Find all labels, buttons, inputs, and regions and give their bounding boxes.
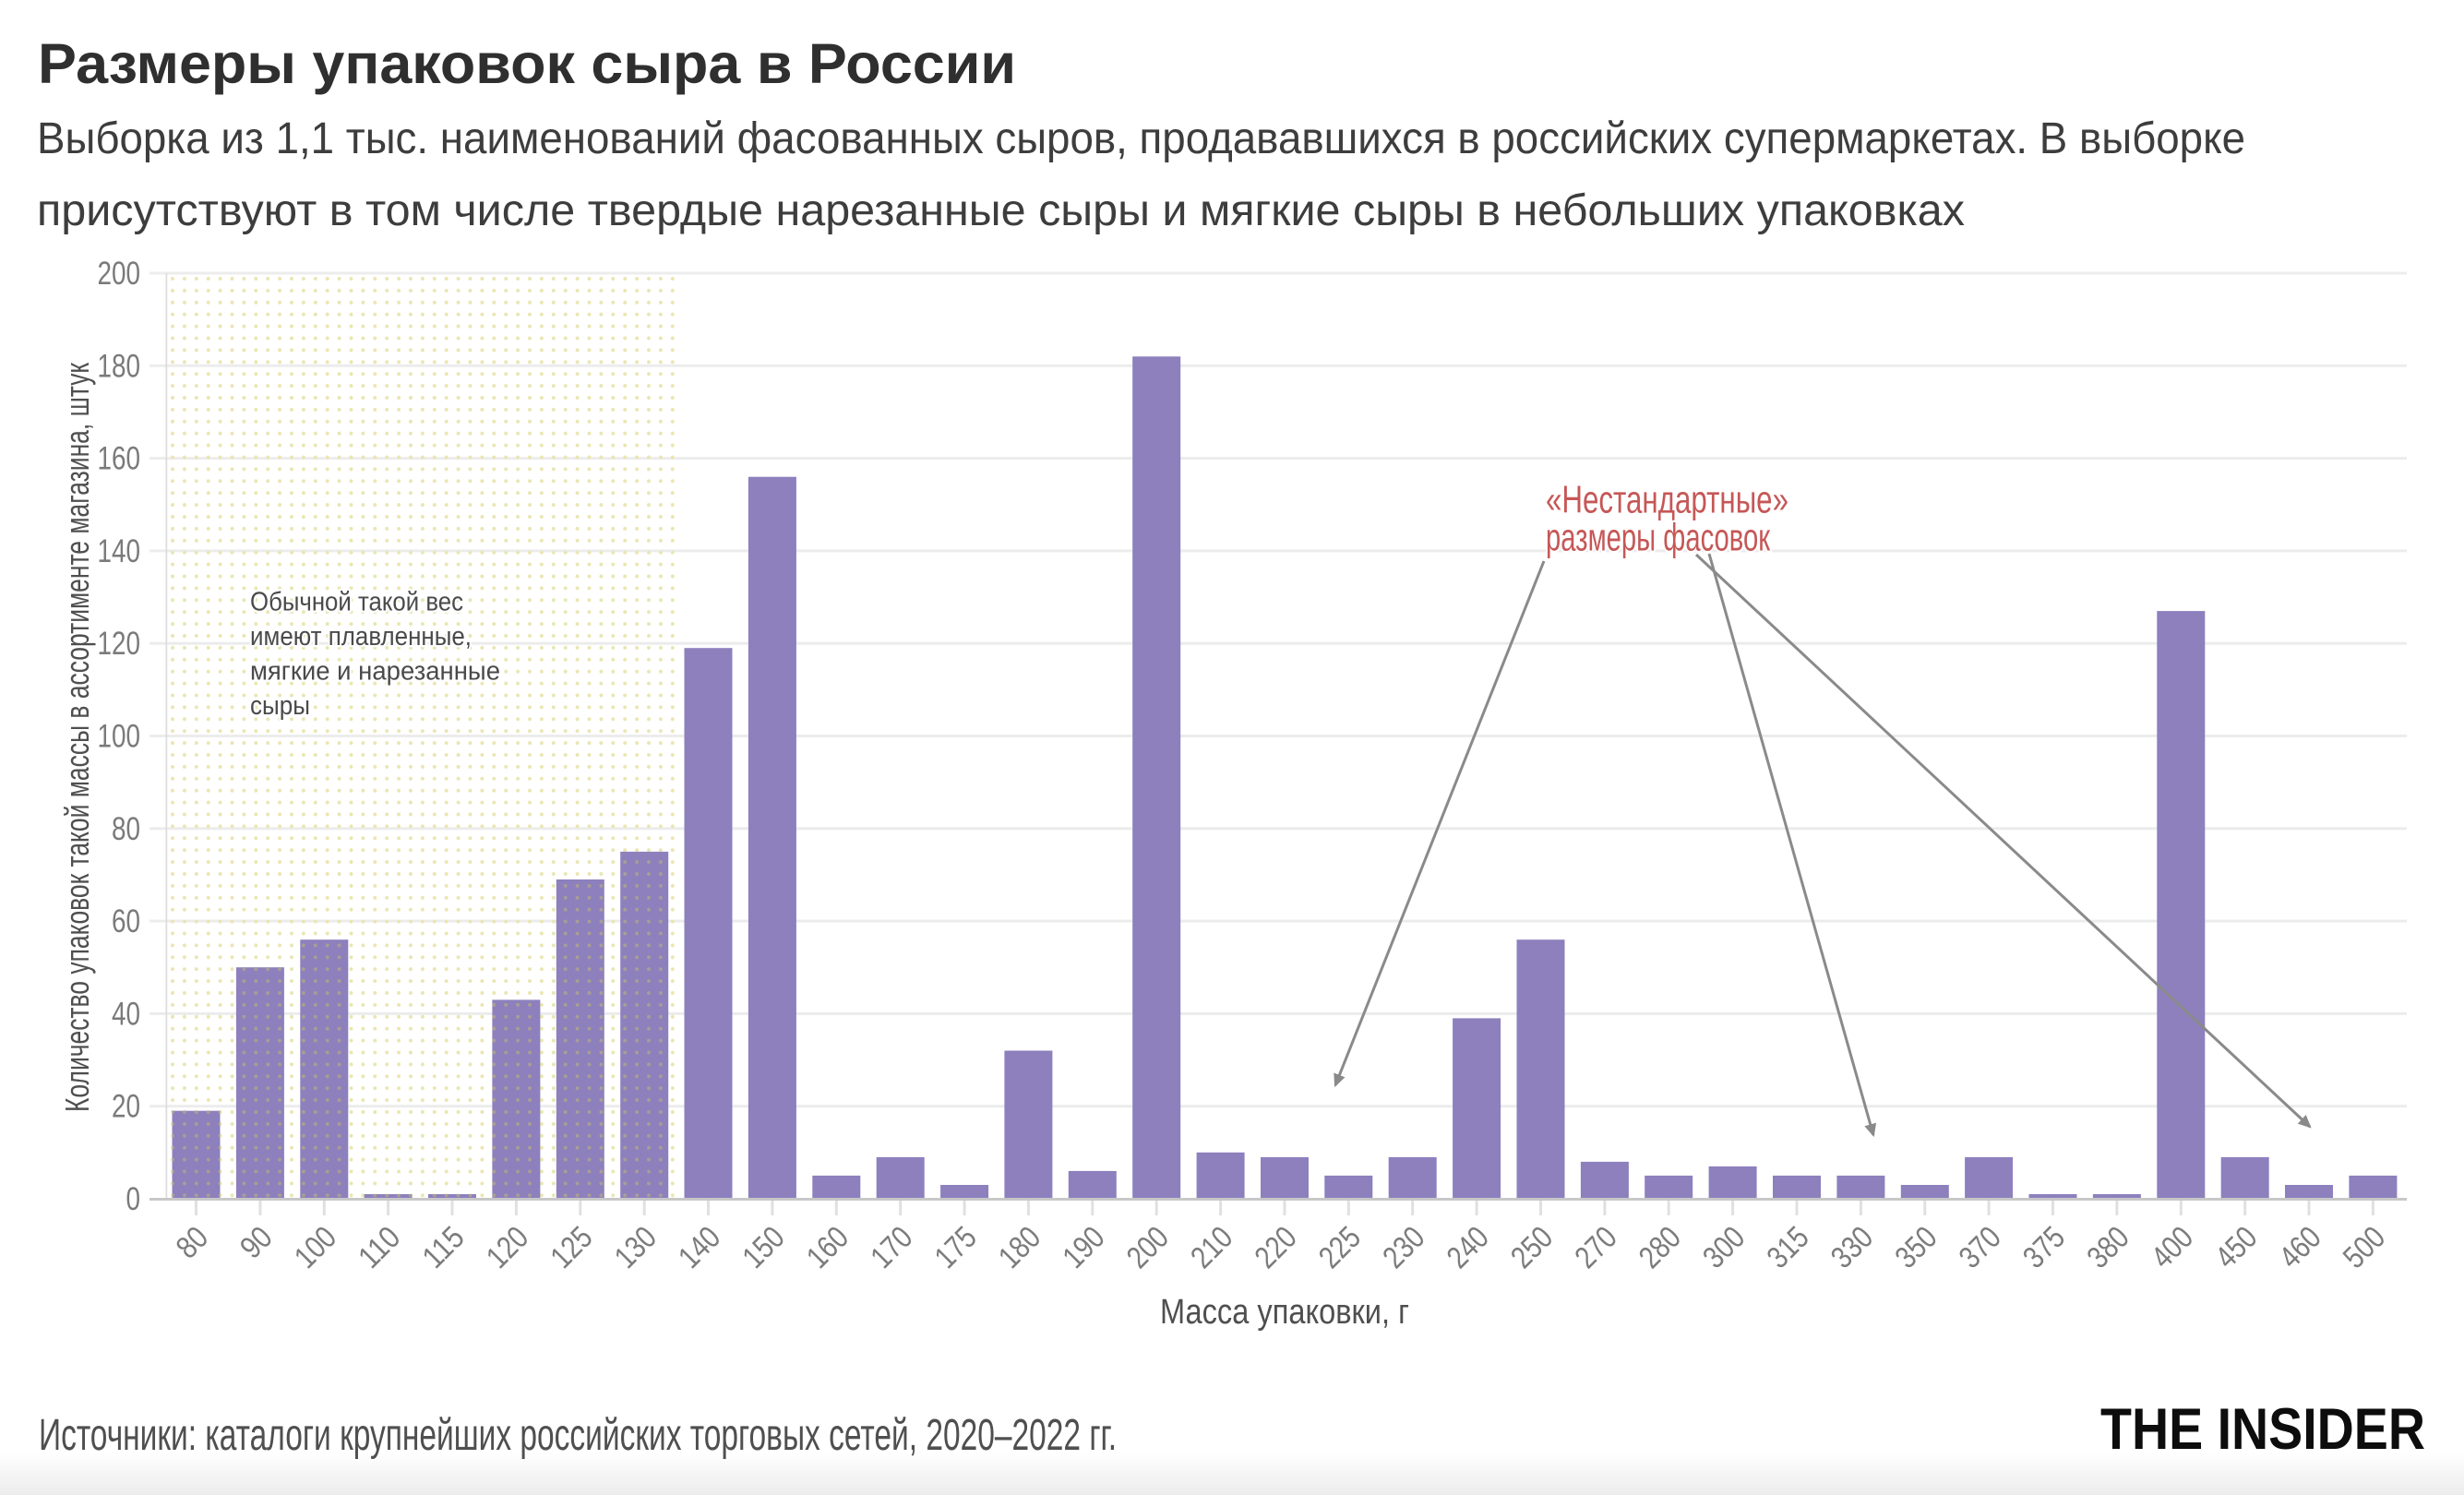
svg-text:Размеры упаковок сыра в России: Размеры упаковок сыра в России bbox=[38, 32, 1016, 95]
svg-text:0: 0 bbox=[126, 1181, 141, 1217]
svg-text:200: 200 bbox=[98, 256, 141, 292]
svg-text:Обычной такой вес: Обычной такой вес bbox=[250, 588, 463, 617]
svg-text:140: 140 bbox=[98, 533, 141, 569]
svg-text:20: 20 bbox=[112, 1089, 140, 1125]
svg-text:THE INSIDER: THE INSIDER bbox=[2100, 1397, 2425, 1462]
svg-text:мягкие и нарезанные: мягкие и нарезанные bbox=[250, 657, 500, 687]
svg-text:160: 160 bbox=[98, 441, 141, 477]
svg-text:120: 120 bbox=[98, 626, 141, 662]
svg-text:Источники: каталоги крупнейших: Источники: каталоги крупнейших российски… bbox=[39, 1411, 1117, 1460]
svg-text:имеют плавленные,: имеют плавленные, bbox=[250, 622, 472, 652]
svg-text:«Нестандартные»: «Нестандартные» bbox=[1546, 477, 1788, 520]
svg-text:60: 60 bbox=[112, 903, 140, 939]
svg-text:40: 40 bbox=[112, 996, 140, 1032]
svg-text:присутствуют в том числе тверд: присутствуют в том числе твердые нарезан… bbox=[37, 186, 1965, 235]
svg-text:100: 100 bbox=[98, 719, 141, 755]
svg-text:Масса упаковки, г: Масса упаковки, г bbox=[1160, 1293, 1409, 1332]
svg-text:180: 180 bbox=[98, 348, 141, 384]
svg-text:Количество упаковок такой масс: Количество упаковок такой массы в ассорт… bbox=[58, 363, 96, 1112]
svg-text:размеры фасовок: размеры фасовок bbox=[1546, 515, 1770, 558]
svg-text:80: 80 bbox=[112, 811, 140, 847]
svg-text:сыры: сыры bbox=[250, 691, 310, 721]
svg-text:Выборка из 1,1 тыс. наименован: Выборка из 1,1 тыс. наименований фасован… bbox=[37, 114, 2245, 163]
